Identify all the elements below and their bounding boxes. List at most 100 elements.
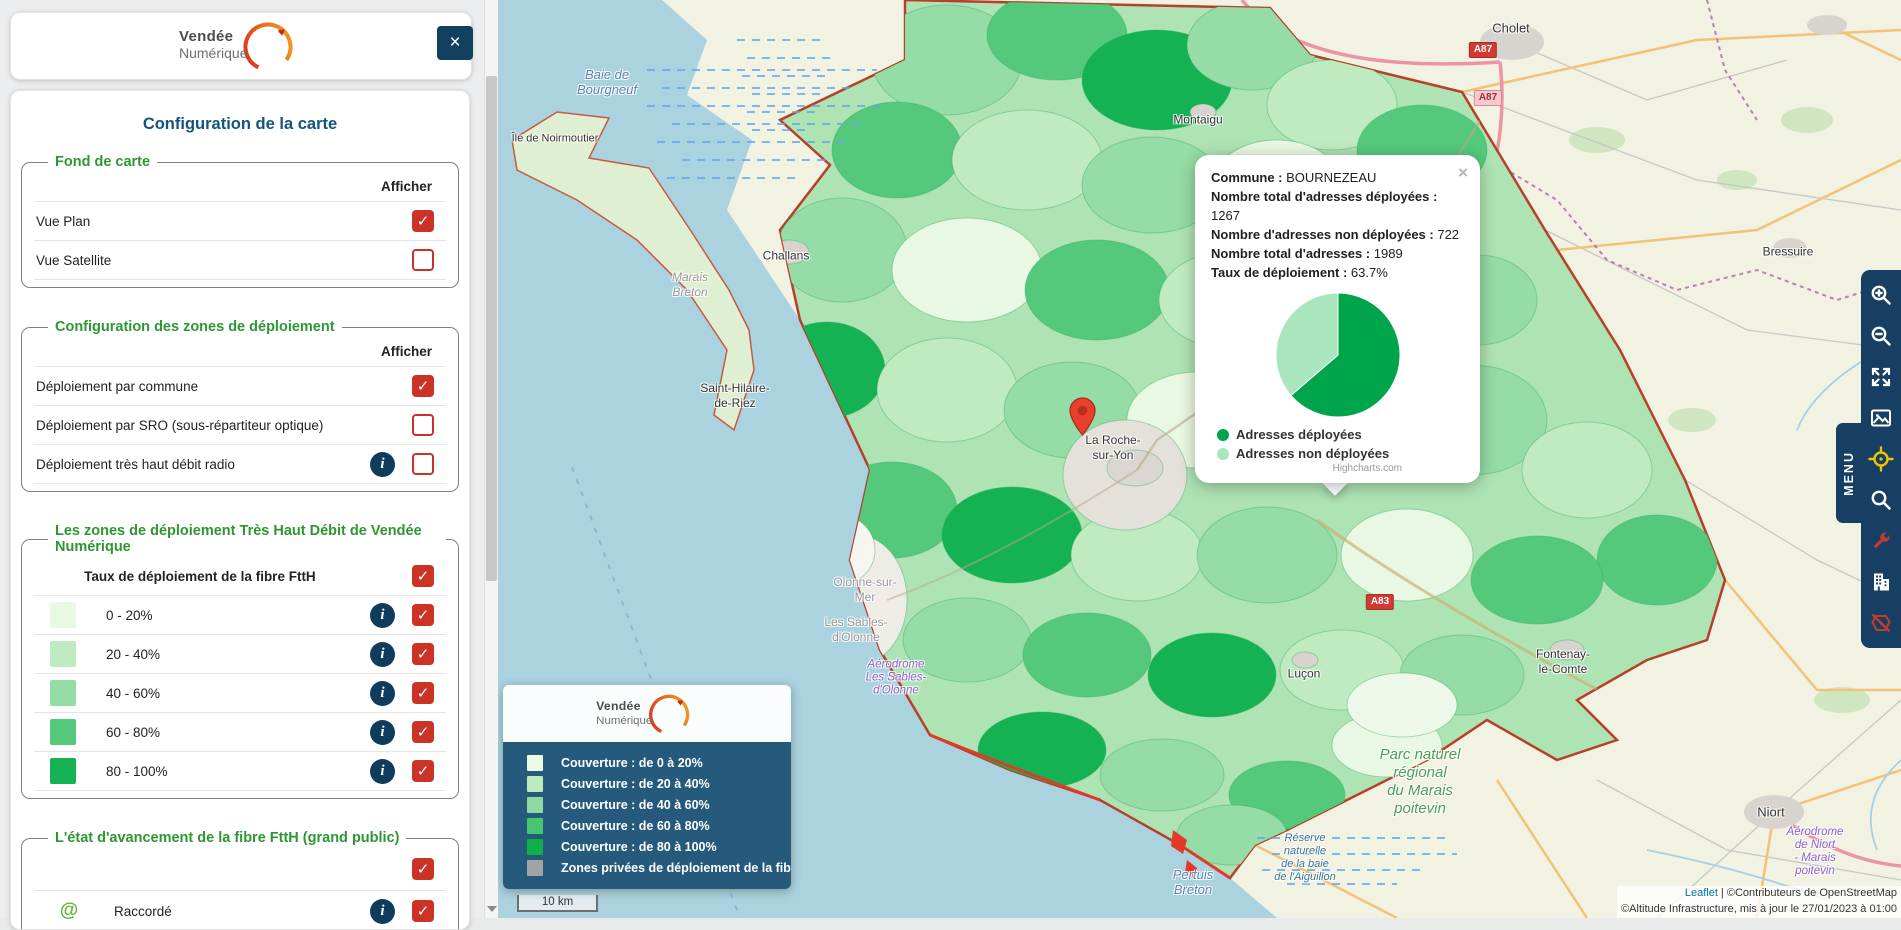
sidebar-header-card: ♥ Vendée Numérique — [10, 12, 472, 80]
coverage-swatch — [50, 719, 76, 745]
basemap-image-icon[interactable] — [1861, 397, 1901, 438]
section-fond-de-carte: Fond de carte Afficher Vue Plan Vue Sate… — [21, 154, 459, 288]
info-icon[interactable] — [370, 758, 395, 784]
taux-40-60-checkbox[interactable] — [412, 682, 434, 704]
etat-avancement-checkbox[interactable] — [412, 858, 434, 880]
taux-0-20-checkbox[interactable] — [412, 604, 434, 626]
info-icon[interactable] — [370, 641, 395, 667]
map-label-fontenay: Fontenay- le-Comte — [1535, 647, 1591, 676]
popup-line-deployed: Nombre total d'adresses déployées : 1267 — [1211, 189, 1438, 223]
fullscreen-icon[interactable] — [1861, 356, 1901, 397]
sidebar-scrollbar[interactable] — [484, 0, 498, 918]
map-label-st-hilaire: Saint-Hilaire- de-Riez — [700, 381, 770, 410]
row-deploiement-radio: Déploiement très haut débit radio — [34, 445, 446, 484]
coverage-swatch — [50, 602, 76, 628]
vue-plan-checkbox[interactable] — [412, 210, 434, 232]
menu-tab[interactable]: MENU — [1836, 423, 1861, 523]
map-label-cholet: Cholet — [1492, 20, 1530, 36]
hide-zones-icon[interactable] — [1861, 602, 1901, 643]
info-icon[interactable] — [370, 602, 395, 628]
buildings-icon[interactable] — [1861, 561, 1901, 602]
commune-popup: × Commune : BOURNEZEAU Nombre total d'ad… — [1195, 155, 1480, 483]
legend-swatch — [527, 796, 543, 813]
leaflet-link[interactable]: Leaflet — [1684, 887, 1718, 899]
zoom-in-icon[interactable] — [1861, 274, 1901, 315]
row-taux-20-40: 20 - 40% — [34, 635, 446, 674]
popup-close-icon[interactable]: × — [1458, 163, 1468, 182]
taux-ftth-checkbox[interactable] — [412, 565, 434, 587]
raccorde-checkbox[interactable] — [412, 900, 434, 922]
locate-target-icon[interactable] — [1861, 438, 1901, 479]
map-toolbar — [1861, 270, 1901, 648]
row-taux-0-20: 0 - 20% — [34, 596, 446, 635]
legend-row: Couverture : de 80 à 100% — [503, 837, 791, 856]
map-label-marais-breton: Marais Breton — [671, 270, 709, 299]
legend-header: ♥ Vendée Numérique — [503, 685, 791, 742]
row-taux-40-60: 40 - 60% — [34, 674, 446, 713]
map-marker-pin[interactable] — [1069, 397, 1096, 436]
legend-row: Couverture : de 60 à 80% — [503, 816, 791, 835]
section-legend: Configuration des zones de déploiement — [55, 319, 335, 335]
column-header-afficher: Afficher — [34, 337, 446, 367]
highcharts-credit[interactable]: Highcharts.com — [1332, 463, 1402, 474]
map-label-baie-bourgneuf: Baie de Bourgneuf — [577, 67, 637, 97]
taux-20-40-checkbox[interactable] — [412, 643, 434, 665]
row-deploiement-commune: Déploiement par commune — [34, 367, 446, 406]
pie-legend: Adresses déployées Adresses non déployée… — [1217, 425, 1464, 463]
logo-ring-icon — [649, 694, 690, 735]
legend-swatch — [527, 817, 543, 834]
popup-line-rate: Taux de déploiement : 63.7% — [1211, 265, 1388, 280]
deploiement-radio-checkbox[interactable] — [412, 453, 434, 475]
map-label-olonne: Olonne-sur- Mer — [833, 575, 897, 604]
configuration-sidebar: ♥ Vendée Numérique × Configuration de la … — [0, 0, 498, 930]
map-label-pertuis: Pertuis Breton — [1172, 867, 1214, 897]
road-badge-a87: A87 — [1468, 42, 1498, 58]
section-legend: Les zones de déploiement Très Haut Débit… — [55, 523, 422, 555]
coverage-swatch — [50, 758, 76, 784]
legend-row: Couverture : de 0 à 20% — [503, 753, 791, 772]
scrollbar-thumb[interactable] — [486, 76, 497, 581]
popup-line-total: Nombre total d'adresses : 1989 — [1211, 246, 1403, 261]
map-label-noirmoutier: Île de Noirmoutier — [511, 132, 599, 145]
map-base-svg — [497, 0, 1901, 918]
deploiement-commune-checkbox[interactable] — [412, 375, 434, 397]
road-badge-a83: A83 — [1365, 594, 1395, 610]
row-etat-header — [34, 848, 446, 891]
info-icon[interactable] — [370, 898, 395, 924]
vendee-numerique-logo: ♥ Vendée Numérique — [157, 19, 325, 73]
map-label-parc-naturel: Parc naturel régional du Marais poitevin — [1379, 746, 1461, 817]
pie-legend-item-deployed[interactable]: Adresses déployées — [1217, 425, 1464, 444]
taux-60-80-checkbox[interactable] — [412, 721, 434, 743]
legend-row: Zones privées de déploiement de la fibre — [503, 858, 791, 877]
coverage-swatch — [50, 680, 76, 706]
zoom-out-icon[interactable] — [1861, 315, 1901, 356]
section-zones-deploiement: Configuration des zones de déploiement A… — [21, 319, 459, 492]
row-vue-satellite: Vue Satellite — [34, 241, 446, 280]
map-label-niort: Niort — [1757, 804, 1785, 820]
popup-line-commune: Commune : BOURNEZEAU — [1211, 170, 1377, 185]
map-label-montaigu: Montaigu — [1173, 112, 1223, 127]
info-icon[interactable] — [370, 680, 395, 706]
logo-ring-icon — [243, 22, 293, 72]
search-icon[interactable] — [1861, 479, 1901, 520]
deploiement-sro-checkbox[interactable] — [412, 414, 434, 436]
taux-80-100-checkbox[interactable] — [412, 760, 434, 782]
map-label-aero-niort: Aérodrome de Niort - Marais poitevin — [1786, 826, 1844, 877]
configuration-panel: Configuration de la carte Fond de carte … — [10, 90, 470, 930]
row-taux-60-80: 60 - 80% — [34, 713, 446, 752]
panel-title: Configuration de la carte — [142, 115, 338, 133]
pie-legend-item-not-deployed[interactable]: Adresses non déployées — [1217, 444, 1464, 463]
info-icon[interactable] — [370, 719, 395, 745]
map-label-la-roche: La Roche- sur-Yon — [1085, 433, 1141, 462]
vue-satellite-checkbox[interactable] — [412, 249, 434, 271]
section-legend: Fond de carte — [55, 154, 151, 170]
column-header-afficher: Afficher — [34, 172, 446, 202]
tools-wrench-icon[interactable] — [1861, 520, 1901, 561]
scrollbar-down-arrow-icon[interactable] — [487, 906, 497, 912]
map-canvas[interactable]: Cholet Montaigu Bressuire Challans Marai… — [497, 0, 1901, 918]
sidebar-close-button[interactable]: × — [437, 26, 473, 60]
info-icon[interactable] — [370, 451, 395, 477]
map-label-challans: Challans — [762, 248, 810, 263]
map-label-aero-sables: Aérodrome Les Sables- d'Olonne — [865, 658, 927, 697]
section-legend: L'état d'avancement de la fibre FttH (gr… — [55, 830, 400, 846]
